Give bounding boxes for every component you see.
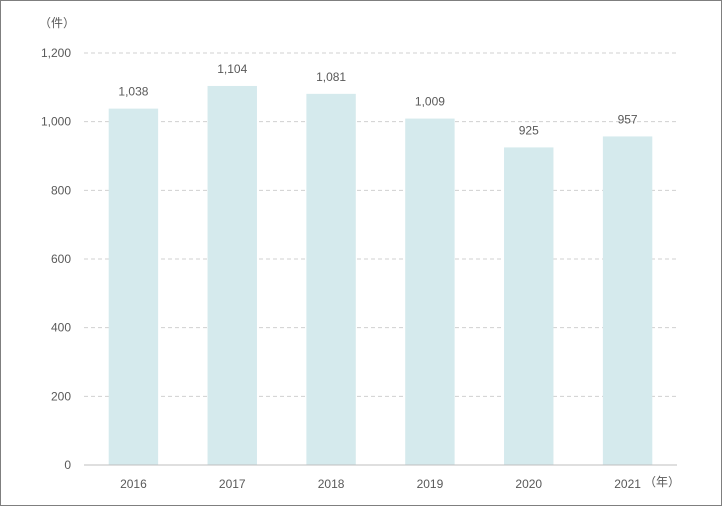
x-tick-label: 2017: [219, 477, 246, 491]
gridlines: [84, 52, 677, 397]
bar-value-label: 1,038: [118, 85, 148, 99]
bar: [602, 136, 653, 465]
value-labels: 1,038 1,104 1,081 1,009 925 957: [118, 62, 638, 137]
y-tick-label: 0: [64, 458, 71, 472]
bar-value-label: 957: [618, 112, 638, 126]
x-tick-label: 2018: [318, 477, 345, 491]
bar: [306, 93, 356, 466]
bar-value-label: 1,104: [217, 62, 247, 76]
x-tick-label: 2016: [120, 477, 147, 491]
x-tick-labels: 2016 2017 2018 2019 2020 2021: [120, 477, 641, 491]
x-tick-label: 2020: [515, 477, 542, 491]
bar: [108, 108, 159, 466]
y-tick-labels: 0 200 400 600 800 1,000 1,200: [41, 46, 71, 472]
y-tick-label: 800: [51, 183, 71, 197]
x-tick-label: 2019: [417, 477, 444, 491]
y-tick-label: 1,200: [41, 46, 71, 60]
y-tick-label: 1,000: [41, 115, 71, 129]
y-tick-label: 400: [51, 321, 71, 335]
x-tick-label: 2021: [614, 477, 641, 491]
bar-value-label: 925: [519, 123, 539, 137]
bar: [405, 118, 455, 466]
y-axis-unit: （件）: [39, 16, 75, 30]
bars: [108, 85, 653, 466]
bar-value-label: 1,009: [415, 95, 445, 109]
bar: [207, 85, 257, 466]
bar: [504, 147, 554, 465]
bar-value-label: 1,081: [316, 70, 346, 84]
x-axis-unit: （年）: [644, 475, 680, 489]
y-tick-label: 200: [51, 389, 71, 403]
y-tick-label: 600: [51, 252, 71, 266]
